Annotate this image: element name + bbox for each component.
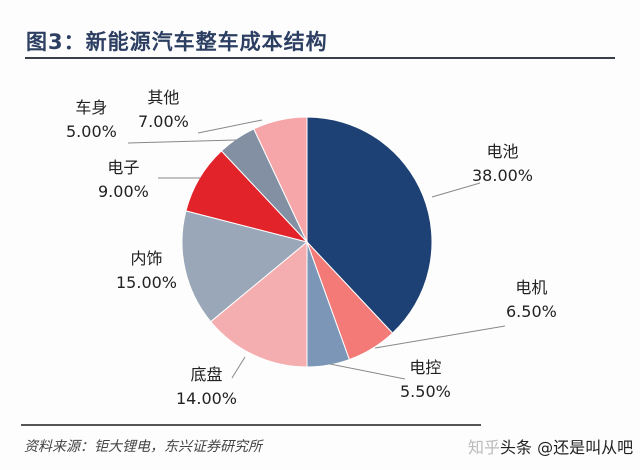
slice-name: 车身 — [75, 98, 108, 117]
leader-line-0 — [431, 182, 481, 198]
slice-value: 7.00% — [138, 112, 189, 131]
watermark-text: 头条 @还是叫从吧 — [500, 438, 634, 457]
watermark-faint: 知乎 — [468, 438, 501, 457]
slice-value: 5.50% — [400, 382, 451, 401]
slice-name: 电池 — [486, 142, 519, 161]
pie-slice-4 — [181, 210, 309, 323]
leader-line-7 — [197, 119, 263, 134]
slice-label-2: 电控 5.50% — [400, 356, 451, 404]
slice-label-3: 底盘 14.00% — [176, 363, 237, 411]
slice-value: 5.00% — [66, 122, 117, 141]
source-note: 资料来源：钜大锂电，东兴证券研究所 — [24, 439, 262, 455]
chart-title: 图3：新能源汽车整车成本结构 — [26, 30, 328, 54]
leader-line-1 — [374, 325, 506, 349]
slice-value: 15.00% — [116, 273, 178, 292]
slice-value: 9.00% — [98, 182, 149, 201]
pie-slice-0 — [306, 116, 433, 334]
slice-name: 内饰 — [130, 249, 163, 268]
pie-slice-7 — [253, 116, 308, 243]
slice-label-0: 电池 38.00% — [472, 140, 533, 188]
slice-label-1: 电机 6.50% — [506, 276, 557, 324]
slice-label-5: 电子 9.00% — [98, 156, 149, 204]
leader-line-6 — [127, 139, 237, 144]
slice-name: 电机 — [515, 278, 548, 297]
slice-name: 电控 — [409, 358, 442, 377]
slice-name: 电子 — [107, 158, 140, 177]
leader-line-3 — [231, 356, 246, 379]
pie-slice-3 — [209, 240, 308, 368]
title-divider — [25, 57, 615, 59]
slice-name: 底盘 — [190, 365, 223, 384]
slice-value: 6.50% — [506, 302, 557, 321]
slice-label-6: 车身 5.00% — [66, 96, 117, 144]
slice-value: 38.00% — [472, 166, 534, 185]
slice-label-4: 内饰 15.00% — [116, 247, 177, 295]
slice-name: 其他 — [147, 88, 180, 107]
slice-label-7: 其他 7.00% — [138, 86, 189, 134]
watermark: 知乎头条 @还是叫从吧 — [468, 434, 633, 458]
slice-value: 14.00% — [176, 389, 238, 408]
leader-line-2 — [329, 363, 406, 380]
footer-divider — [21, 424, 481, 426]
